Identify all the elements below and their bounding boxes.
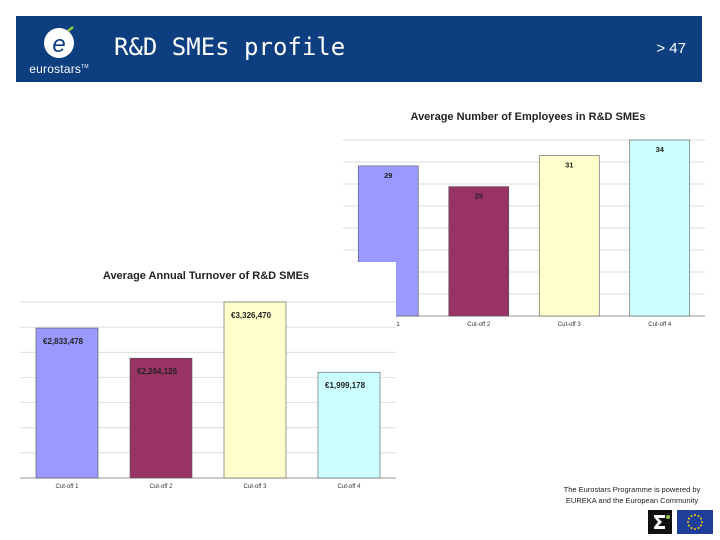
chart-bars: €2,833,478 Cut-off 1 €2,264,126 Cut-off 2 €3… [35,301,381,490]
tick-label: Cut-off 2 [467,322,491,328]
bar [129,357,193,479]
tick-label: Cut-off 4 [648,322,672,328]
data-label: 31 [565,161,573,170]
data-label: €2,264,126 [137,367,178,376]
eu-flag-icon [677,510,713,534]
data-label: 29 [384,171,392,180]
footer-line-1: The Eurostars Programme is powered by [563,485,701,494]
bar [35,327,99,479]
eurostars-logo: e eurostarsTM [24,24,94,80]
tick-label: Cut-off 3 [558,322,582,328]
data-label: €3,326,470 [231,311,272,320]
data-label: €2,833,478 [43,337,84,346]
bar [538,155,600,317]
header-bar: e eurostarsTM R&D SMEs profile > 47 [16,16,702,82]
employees-chart: Average Number of Employees in R&D SMEs … [343,100,705,332]
tick-label: Cut-off 2 [150,484,174,490]
data-label: 25 [475,192,483,201]
footer-line-2: EUREKA and the European Community [565,496,699,505]
bar [223,301,287,479]
page-title: R&D SMEs profile [114,33,346,61]
data-label: 34 [656,145,665,154]
eurostars-e-icon: e [44,26,74,58]
bar [629,139,691,317]
eureka-logo-icon [648,510,672,534]
bar [448,186,510,317]
svg-text:e: e [52,31,65,58]
data-label: €1,999,178 [325,381,366,390]
footer-note: The Eurostars Programme is powered by EU… [548,484,716,506]
logo-text: eurostarsTM [29,62,89,76]
tick-label: Cut-off 3 [244,484,268,490]
bar [317,371,381,479]
page-number: > 47 [656,40,686,57]
chart-title: Average Annual Turnover of R&D SMEs [103,270,309,282]
chart-title: Average Number of Employees in R&D SMEs [411,111,646,123]
tick-label: Cut-off 4 [338,484,362,490]
turnover-chart: Average Annual Turnover of R&D SMEs €2,8… [20,262,396,498]
tick-label: Cut-off 1 [56,484,80,490]
